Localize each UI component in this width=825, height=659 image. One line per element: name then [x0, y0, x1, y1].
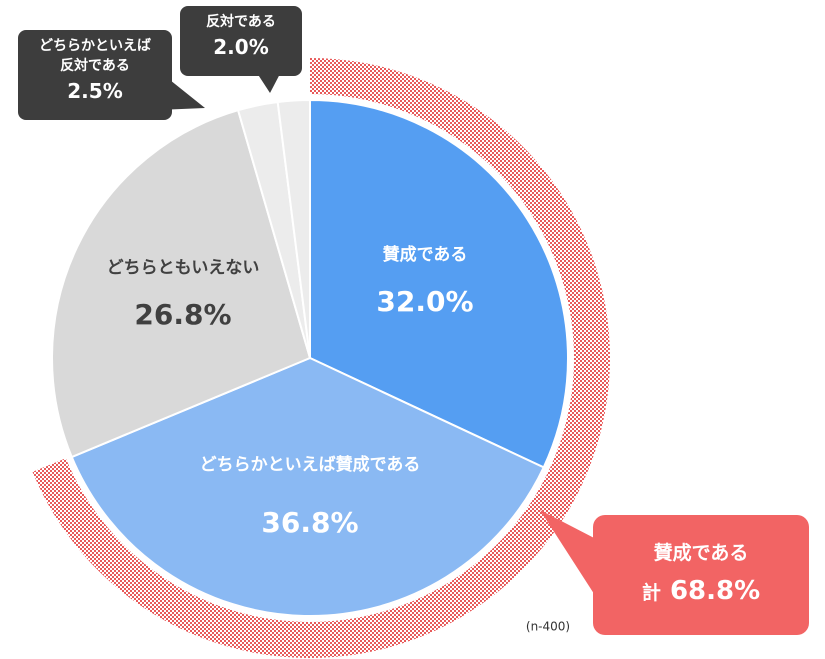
pie [32, 58, 611, 658]
total-name: 賛成である [653, 542, 749, 564]
total-value: 68.8% [669, 576, 761, 606]
labels: 賛成である 32.0% どちらかといえば賛成である 36.8% どちらともいえない 26.… [107, 244, 474, 539]
callout-value: 2.5% [67, 79, 123, 103]
total-line: 計 68.8% [593, 571, 809, 613]
slice [70, 356, 545, 617]
callout-value: 2.0% [213, 35, 269, 59]
sample-note: (n-400) [526, 620, 570, 634]
slice-value: 26.8% [134, 298, 231, 331]
slice-category: どちらともいえない [107, 258, 260, 278]
callout: 反対である 2.0% [180, 6, 302, 76]
slice-value: 36.8% [261, 506, 358, 539]
total-prefix: 計 [641, 582, 661, 604]
callout-category: どちらかといえば反対である [39, 38, 151, 74]
slice [51, 108, 312, 459]
slice [276, 98, 311, 359]
slice-category: 賛成である [383, 244, 468, 265]
slice [309, 98, 569, 469]
total-callout: 賛成である 計 68.8% [593, 515, 809, 635]
callout-pointer [540, 510, 598, 600]
callout-category: 反対である [206, 14, 276, 30]
slice-category: どちらかといえば賛成である [200, 454, 421, 475]
callout: どちらかといえば反対である 2.5% [18, 30, 172, 120]
slice-value: 32.0% [376, 285, 473, 318]
